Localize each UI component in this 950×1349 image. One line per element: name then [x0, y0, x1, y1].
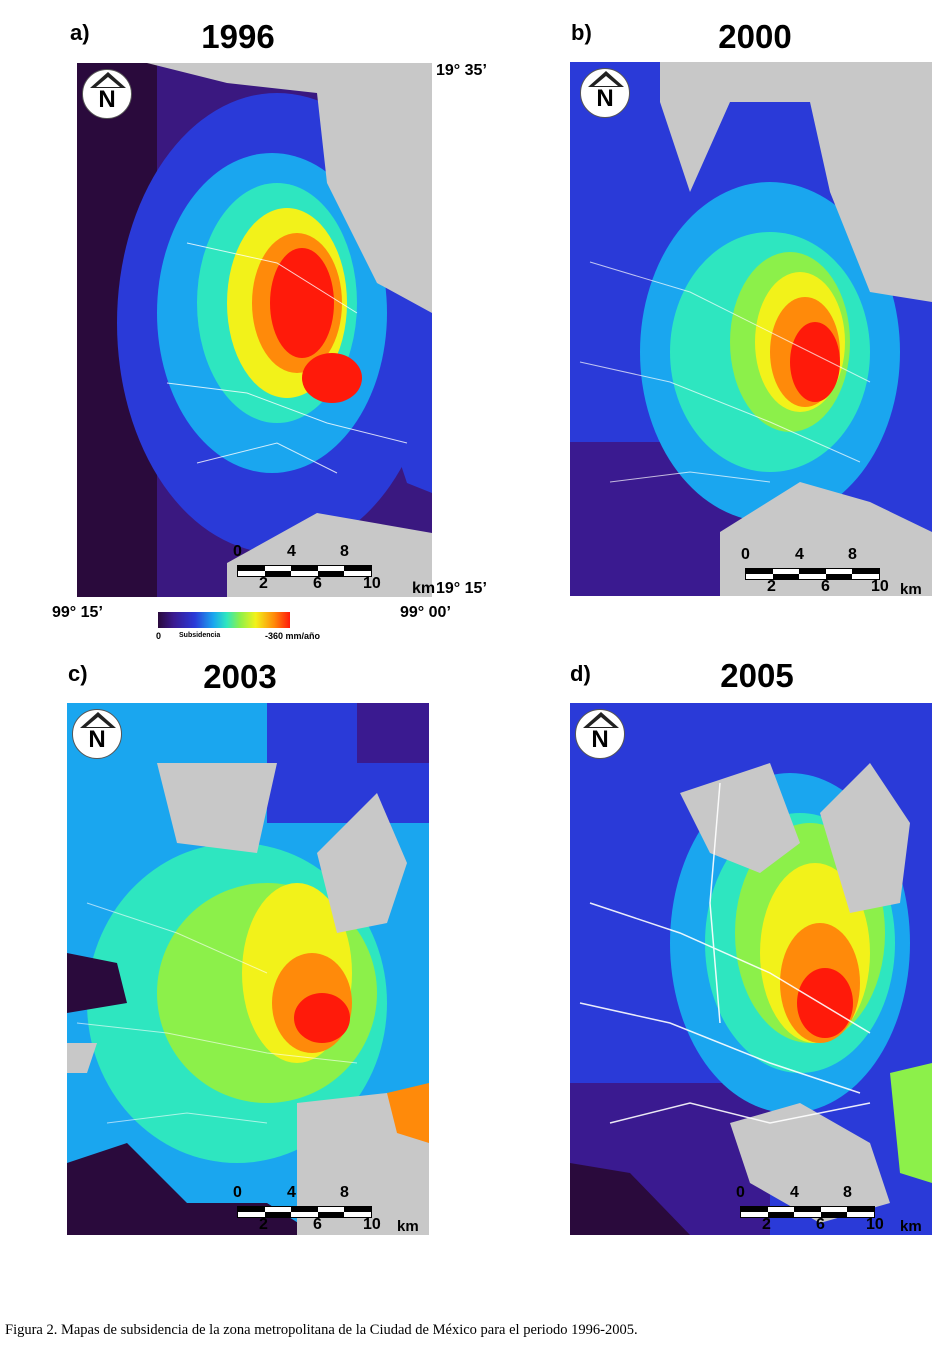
scale-tick: 0	[233, 1184, 242, 1201]
scale-tick: 8	[843, 1184, 852, 1201]
legend-gradient	[158, 612, 290, 628]
scale-tick: 6	[313, 575, 322, 592]
subsidence-map-2000	[570, 62, 932, 596]
panel-c-year: 2003	[203, 658, 277, 695]
scale-bar: 0 4 8 2 6 10	[736, 1184, 884, 1235]
scale-tick: 10	[866, 1216, 884, 1233]
scale-tick: 6	[816, 1216, 825, 1233]
subsidence-map-1996	[77, 63, 432, 597]
scale-bar: 0 4 8 2 6 10	[233, 543, 381, 597]
panel-a-label: a)	[70, 20, 90, 45]
north-label: N	[88, 726, 106, 753]
subsidence-map-2005	[570, 703, 932, 1235]
scale-tick: 6	[821, 578, 830, 595]
scale-tick: 2	[767, 578, 776, 595]
scale-tick: 6	[313, 1216, 322, 1233]
scale-tick: 8	[340, 1184, 349, 1201]
north-arrow-icon: N	[580, 68, 630, 118]
panel-c-label: c)	[68, 661, 88, 686]
figure-caption: Figura 2. Mapas de subsidencia de la zon…	[5, 1322, 638, 1338]
scale-tick: 2	[259, 575, 268, 592]
scale-tick: 10	[871, 578, 889, 595]
lon-west: 99° 15’	[52, 604, 103, 621]
scale-tick: 2	[259, 1216, 268, 1233]
scale-tick: 0	[233, 543, 242, 560]
panel-a-year: 1996	[201, 18, 275, 55]
north-arrow-icon: N	[82, 69, 132, 119]
panel-b-year: 2000	[718, 18, 792, 55]
scale-tick: 2	[762, 1216, 771, 1233]
lon-east: 99° 00’	[400, 604, 451, 621]
scale-unit: km	[412, 580, 436, 597]
scale-tick: 4	[790, 1184, 799, 1201]
north-arrow-icon: N	[72, 709, 122, 759]
scale-tick: 0	[736, 1184, 745, 1201]
lat-south: 19° 15’	[436, 580, 487, 597]
map-2003: N 0 4 8 2 6 10 km	[67, 703, 429, 1235]
map-2005: N 0 4 8 2 6 10 km	[570, 703, 932, 1235]
color-legend: 0 Subsidencia -360 mm/año	[155, 612, 355, 652]
scale-tick: 8	[848, 546, 857, 563]
scale-tick: 4	[287, 1184, 296, 1201]
panel-d-label: d)	[570, 661, 591, 686]
scale-bar: 0 4 8 2 6 10	[233, 1184, 381, 1235]
scale-tick: 10	[363, 575, 381, 592]
north-label: N	[591, 726, 609, 753]
scale-tick: 0	[741, 546, 750, 563]
scale-bar: 0 4 8 2 6 10	[741, 546, 889, 596]
legend-max: -360 mm/año	[265, 631, 321, 641]
lat-north: 19° 35’	[436, 62, 487, 79]
scale-tick: 4	[795, 546, 804, 563]
map-1996: N 0 4 8 2 6 10	[77, 63, 432, 597]
north-arrow-icon: N	[575, 709, 625, 759]
map-2000: N 0 4 8 2 6 10 km	[570, 62, 932, 596]
north-label: N	[98, 86, 116, 113]
scale-tick: 8	[340, 543, 349, 560]
scale-tick: 10	[363, 1216, 381, 1233]
subsidence-map-2003	[67, 703, 429, 1235]
legend-min: 0	[156, 631, 162, 641]
scale-unit: km	[900, 1218, 922, 1235]
north-label: N	[596, 85, 614, 112]
scale-unit: km	[900, 581, 922, 596]
scale-tick: 4	[287, 543, 296, 560]
legend-title: Subsidencia	[179, 632, 221, 639]
panel-b-label: b)	[571, 20, 592, 45]
panel-d-year: 2005	[720, 657, 794, 694]
scale-unit: km	[397, 1218, 419, 1235]
